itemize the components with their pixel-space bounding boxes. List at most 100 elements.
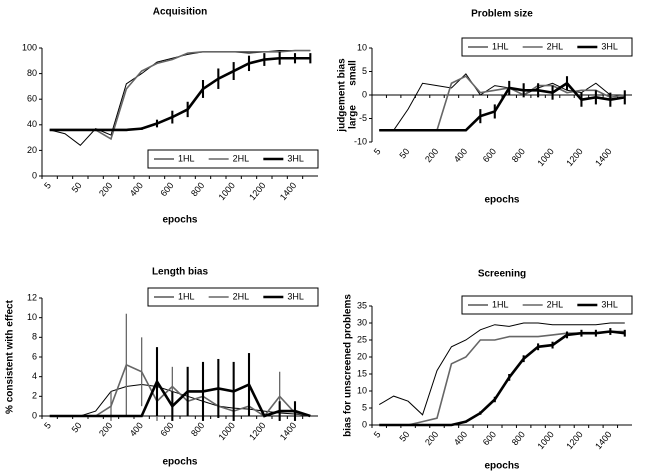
y-tick-label: 25	[357, 334, 367, 344]
x-tick-label: 1400	[593, 146, 614, 168]
y-tick-label: 100	[22, 42, 37, 52]
series-line	[379, 75, 625, 132]
legend-box	[461, 295, 633, 315]
x-tick-label: 50	[397, 429, 411, 443]
chart-title: Problem size	[471, 9, 533, 20]
y-tick-label: 5	[362, 402, 367, 412]
legend-box	[147, 287, 319, 307]
series-line	[49, 49, 311, 141]
x-tick-label: 800	[510, 429, 527, 447]
y-tick-label: 35	[357, 300, 367, 310]
series-line	[49, 56, 311, 132]
x-axis-title: epochs	[162, 215, 197, 226]
y-tick-label: 20	[27, 145, 37, 155]
chart: Length bias 0 2 4 6 8 10 12 5 50 200 400 600 800 1000 1…	[5, 267, 319, 468]
x-tick-label: 400	[452, 429, 469, 447]
series-line	[49, 378, 311, 418]
x-tick-label: 600	[481, 146, 498, 164]
x-tick-label: 400	[128, 180, 145, 198]
x-tick-label: 400	[128, 420, 145, 438]
x-tick-label: 50	[70, 420, 84, 434]
y-tick-label: 0	[362, 419, 367, 429]
chart-title: Acquisition	[153, 7, 207, 18]
x-tick-label: 600	[158, 420, 175, 438]
series-line	[49, 363, 311, 418]
x-axis-title: epochs	[484, 195, 519, 206]
y-tick-label: 15	[357, 368, 367, 378]
y-tick-label: 0	[362, 89, 367, 99]
y-tick-label: 0	[32, 170, 37, 180]
x-tick-label: 200	[423, 429, 440, 447]
y-tick-label: 10	[357, 385, 367, 395]
x-tick-label: 1200	[564, 429, 585, 451]
legend-label: 2HL	[547, 299, 564, 309]
y-tick-label: 12	[27, 292, 37, 302]
y-tick-label: 10	[27, 312, 37, 322]
legend-label: 3HL	[601, 299, 618, 309]
y-tick-label: 80	[27, 68, 37, 78]
x-tick-label: 1000	[535, 146, 556, 168]
series-line	[379, 330, 625, 427]
x-tick-label: 800	[510, 146, 527, 164]
legend-label: 3HL	[287, 291, 304, 301]
y-tick-label: -5	[359, 113, 367, 123]
y-annotation: large	[348, 105, 359, 129]
x-tick-label: 400	[452, 146, 469, 164]
x-axis-title: epochs	[162, 457, 197, 468]
x-axis-title: epochs	[484, 461, 519, 472]
y-tick-label: 6	[32, 351, 37, 361]
x-tick-label: 800	[189, 420, 206, 438]
y-axis-title: bias for unscreened problems	[343, 294, 354, 437]
y-tick-label: 40	[27, 119, 37, 129]
x-tick-label: 200	[423, 146, 440, 164]
series-line	[379, 81, 625, 132]
x-tick-label: 50	[397, 146, 411, 160]
legend-label: 3HL	[601, 41, 618, 51]
legend-box	[147, 149, 319, 169]
x-tick-label: 50	[70, 180, 84, 194]
x-tick-label: 1200	[247, 180, 268, 202]
x-tick-label: 800	[189, 180, 206, 198]
chart: Acquisition 0 20 40 60 80 100 5 50 200 400 600 800 10…	[22, 7, 319, 226]
x-tick-label: 200	[97, 180, 114, 198]
series-line	[379, 330, 625, 426]
chart: Problem size -10 -5 0 5 10 5 50 200 400 600 800 1000…	[337, 9, 633, 206]
legend-label: 1HL	[178, 291, 195, 301]
chart-title: Length bias	[152, 267, 209, 278]
legend-label: 3HL	[287, 153, 304, 163]
x-tick-label: 5	[42, 180, 53, 190]
y-tick-label: -10	[354, 136, 367, 146]
x-tick-label: 1200	[247, 420, 268, 442]
y-tick-label: 60	[27, 94, 37, 104]
y-tick-label: 4	[32, 371, 37, 381]
legend-label: 2HL	[547, 41, 564, 51]
legend-label: 2HL	[233, 153, 250, 163]
y-annotation: small	[348, 60, 359, 86]
y-axis-title: judgement bias	[337, 58, 348, 133]
y-tick-label: 8	[32, 332, 37, 342]
legend-label: 2HL	[233, 291, 250, 301]
y-tick-label: 30	[357, 317, 367, 327]
legend-label: 1HL	[492, 41, 509, 51]
y-tick-label: 2	[32, 391, 37, 401]
x-tick-label: 5	[372, 146, 383, 156]
x-tick-label: 1000	[535, 429, 556, 451]
x-tick-label: 1400	[593, 429, 614, 451]
series-line	[378, 322, 625, 416]
y-tick-label: 10	[357, 42, 367, 52]
x-tick-label: 1200	[564, 146, 585, 168]
y-tick-label: 5	[362, 66, 367, 76]
x-tick-label: 5	[372, 429, 383, 439]
legend-label: 1HL	[492, 299, 509, 309]
x-tick-label: 200	[97, 420, 114, 438]
x-tick-label: 1000	[216, 420, 237, 442]
legend-label: 1HL	[178, 153, 195, 163]
y-axis-title: % consistent with effect	[5, 299, 16, 414]
x-tick-label: 1000	[216, 180, 237, 202]
x-tick-label: 5	[42, 420, 53, 430]
x-tick-label: 1400	[278, 180, 299, 202]
chart-title: Screening	[478, 269, 526, 280]
x-tick-label: 1400	[278, 420, 299, 442]
